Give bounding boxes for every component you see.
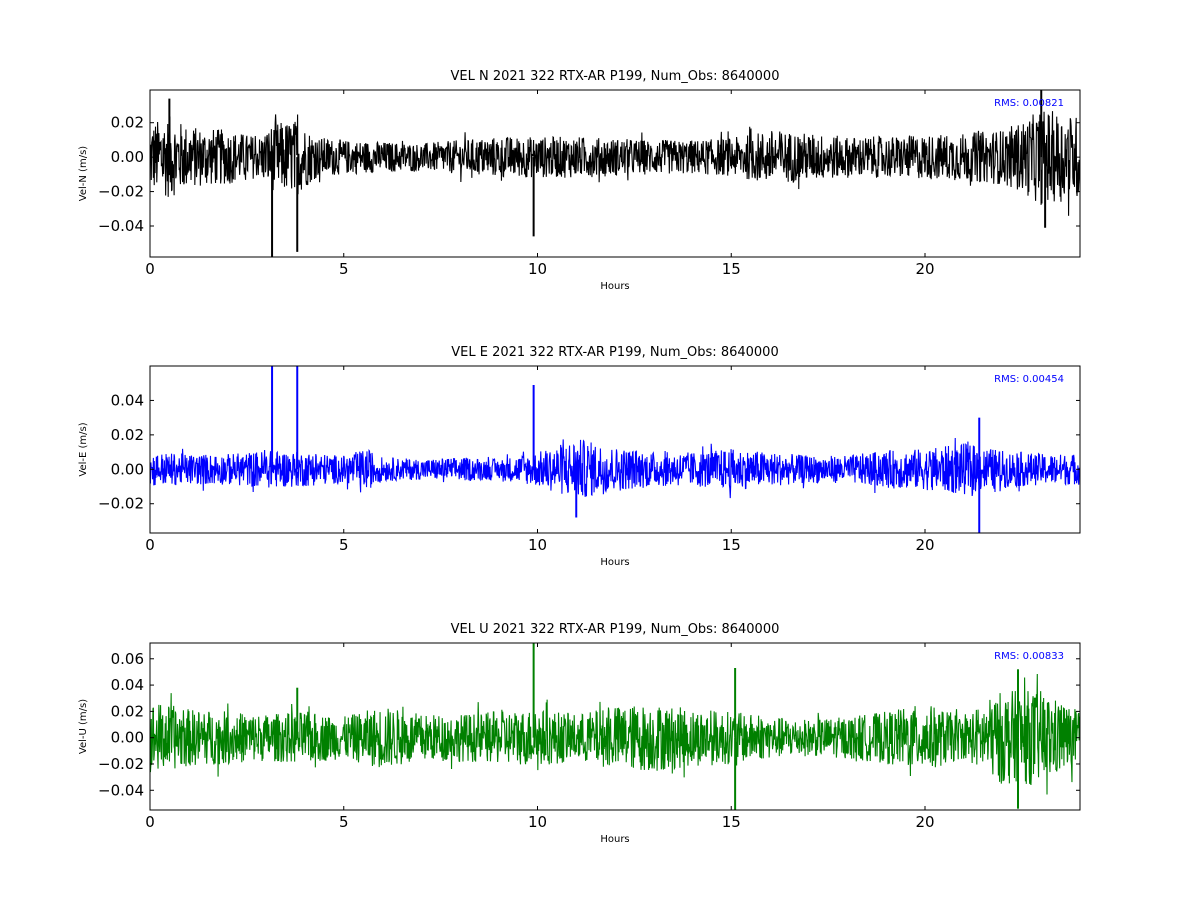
x-tick-label: 15 — [722, 536, 741, 554]
chart-title: VEL U 2021 322 RTX-AR P199, Num_Obs: 864… — [451, 622, 780, 637]
x-tick-label: 10 — [528, 813, 547, 831]
y-tick-label: 0.02 — [111, 426, 144, 444]
y-tick-label: 0.04 — [111, 676, 144, 694]
x-tick-label: 20 — [915, 260, 934, 278]
x-tick-label: 15 — [722, 813, 741, 831]
x-tick-label: 15 — [722, 260, 741, 278]
y-tick-label: −0.02 — [98, 755, 144, 773]
series-trace — [150, 111, 1080, 216]
y-tick-label: 0.02 — [111, 702, 144, 720]
x-tick-label: 5 — [339, 260, 349, 278]
y-tick-label: 0.04 — [111, 391, 144, 409]
y-axis-label: Vel-N (m/s) — [78, 146, 89, 201]
rms-annotation: RMS: 0.00833 — [994, 651, 1064, 662]
x-tick-label: 20 — [915, 536, 934, 554]
x-axis-label: Hours — [600, 834, 629, 845]
y-tick-label: −0.02 — [98, 183, 144, 201]
chart-panel-2: 0 5 10 15 20 −0.02 0.00 0.02 0.04 VEL E 2021 322 … — [78, 345, 1081, 568]
y-axis-label: Vel-U (m/s) — [78, 699, 89, 754]
x-tick-label: 10 — [528, 536, 547, 554]
chart-panel-3: 0 5 10 15 20 −0.04 −0.02 0.00 0.02 0.04 0.06 VEL U … — [78, 622, 1081, 845]
rms-annotation: RMS: 0.00821 — [994, 98, 1064, 109]
x-tick-label: 0 — [145, 536, 155, 554]
x-tick-label: 5 — [339, 536, 349, 554]
rms-annotation: RMS: 0.00454 — [994, 374, 1064, 385]
x-tick-label: 0 — [145, 813, 155, 831]
y-tick-label: 0.02 — [111, 114, 144, 132]
y-tick-label: −0.02 — [98, 495, 144, 513]
series-trace — [150, 438, 1080, 499]
axes-frame — [149, 89, 1081, 258]
y-tick-label: 0.00 — [111, 729, 144, 747]
axes-frame — [149, 642, 1081, 811]
y-tick-label: 0.00 — [111, 148, 144, 166]
x-tick-label: 10 — [528, 260, 547, 278]
axes-frame — [149, 365, 1081, 534]
y-tick-label: −0.04 — [98, 781, 144, 799]
series-trace — [150, 674, 1080, 795]
chart-title: VEL N 2021 322 RTX-AR P199, Num_Obs: 864… — [451, 69, 780, 84]
x-axis-label: Hours — [600, 557, 629, 568]
x-tick-label: 20 — [915, 813, 934, 831]
y-tick-label: −0.04 — [98, 217, 144, 235]
y-axis-label: Vel-E (m/s) — [78, 422, 89, 476]
x-tick-label: 5 — [339, 813, 349, 831]
y-tick-label: 0.06 — [111, 650, 144, 668]
chart-panel-1: 0 5 10 15 20 −0.04 −0.02 0.00 0.02 VEL N 2021 322… — [78, 69, 1081, 292]
x-axis-label: Hours — [600, 281, 629, 292]
x-tick-label: 0 — [145, 260, 155, 278]
chart-title: VEL E 2021 322 RTX-AR P199, Num_Obs: 864… — [451, 345, 778, 360]
y-tick-label: 0.00 — [111, 460, 144, 478]
